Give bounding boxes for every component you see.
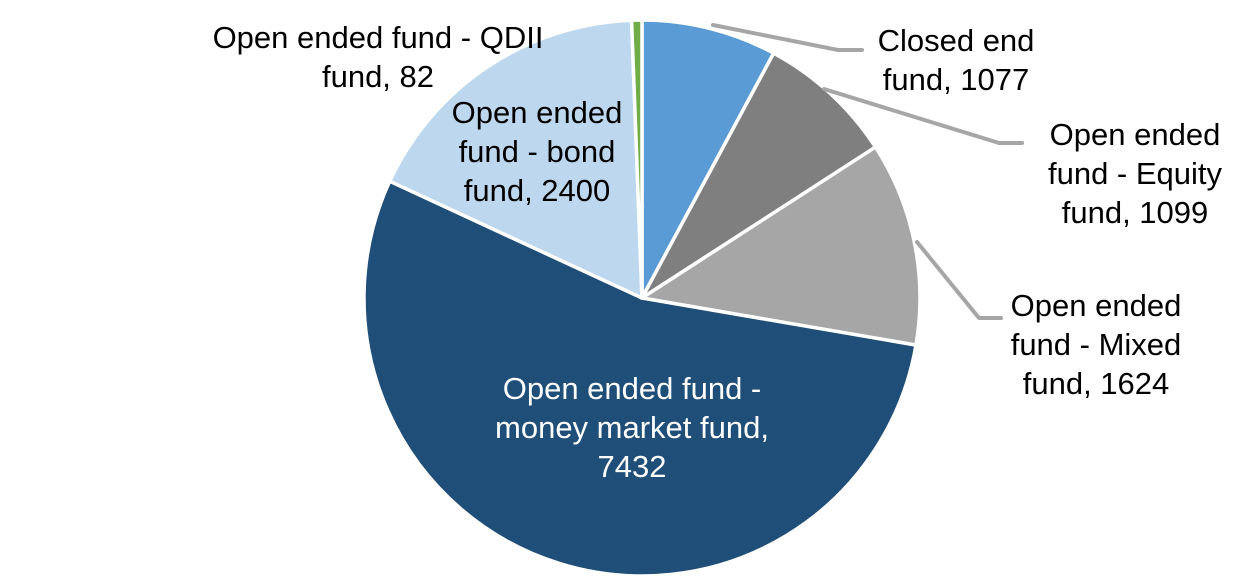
pie-slice-money-market[interactable]: [362, 179, 918, 578]
leader-lines: [711, 23, 1024, 320]
data-label-money-market-fund: Open ended fund - money market fund, 743…: [495, 371, 769, 484]
leader-line-closed-end-fund: [711, 23, 864, 52]
data-label-mixed-fund: Open ended fund - Mixed fund, 1624: [1010, 288, 1182, 401]
pie-slice-bond[interactable]: [387, 18, 644, 300]
data-label-bond-fund: Open ended fund - bond fund, 2400: [451, 95, 623, 208]
pie-slices: [362, 18, 922, 578]
data-label-qdii-fund: Open ended fund - QDII fund, 82: [212, 20, 544, 94]
pie-slice-closed-end[interactable]: [640, 18, 776, 300]
leader-line-equity-fund: [822, 87, 1024, 145]
pie-slice-qdii[interactable]: [629, 18, 644, 300]
leader-line-mixed-fund: [915, 240, 1003, 320]
data-label-equity-fund: Open ended fund - Equity fund, 1099: [1047, 117, 1223, 230]
pie-slice-equity[interactable]: [640, 51, 878, 300]
pie-slice-mixed[interactable]: [640, 145, 922, 347]
data-label-closed-end-fund: Closed end fund, 1077: [877, 23, 1035, 97]
